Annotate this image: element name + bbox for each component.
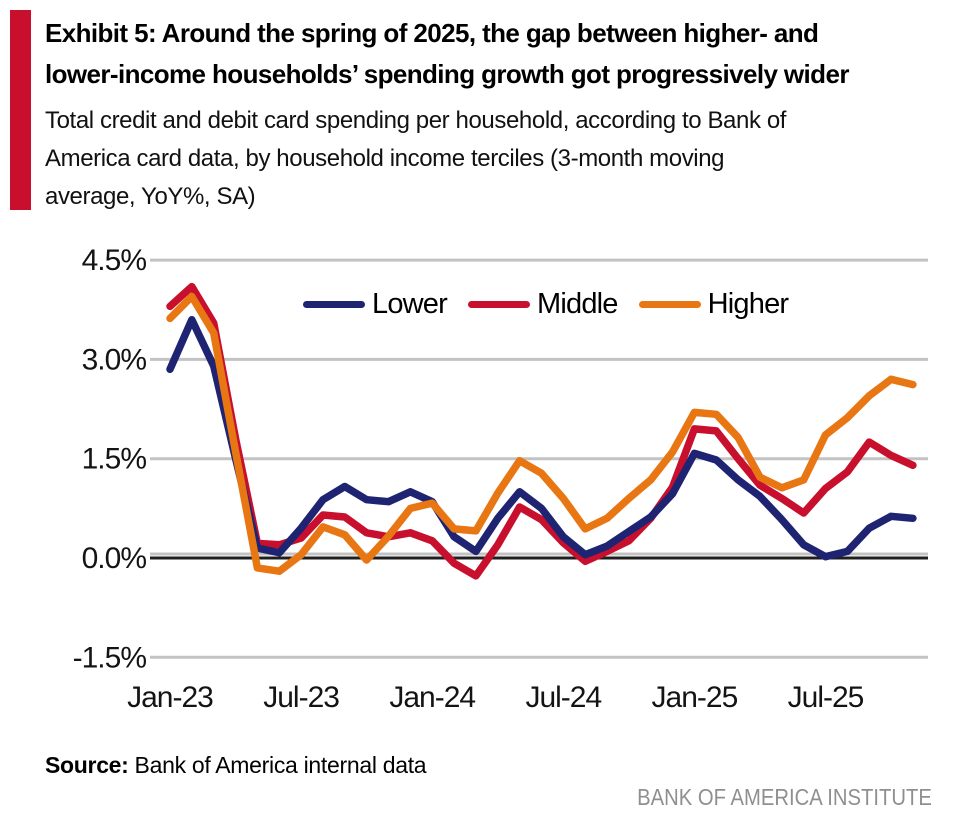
chart-header: Exhibit 5: Around the spring of 2025, th… [45, 13, 945, 216]
y-tick-label: -1.5% [73, 641, 147, 674]
chart-subtitle: Total credit and debit card spending per… [45, 102, 945, 216]
middle-line-swatch [468, 300, 530, 308]
x-tick-label: Jul-25 [788, 681, 864, 714]
y-tick-label: 3.0% [82, 343, 147, 376]
line-middle [166, 282, 917, 580]
exhibit-title-line1: Exhibit 5: Around the spring of 2025, th… [45, 18, 819, 48]
source-label: Source: [45, 752, 129, 778]
lower-line-swatch [303, 300, 365, 308]
source-text: Bank of America internal data [134, 752, 427, 778]
higher-line-swatch [638, 300, 701, 308]
legend-item-middle: Middle [468, 289, 618, 319]
chart-legend: Lower Middle Higher [303, 288, 789, 320]
legend-label-higher: Higher [707, 288, 789, 320]
y-tick-label: 1.5% [82, 443, 147, 476]
x-tick-label: Jul-23 [263, 681, 339, 714]
x-tick-label: Jan-24 [389, 681, 475, 714]
source-line: Source: Bank of America internal data [45, 752, 427, 779]
y-tick-label: 0.0% [82, 542, 147, 575]
line-lower [166, 315, 917, 561]
x-tick-label: Jan-25 [652, 681, 738, 714]
subtitle-line3: average, YoY%, SA) [45, 183, 256, 210]
line-higher [166, 292, 917, 575]
legend-label-lower: Lower [372, 288, 448, 320]
x-tick-label: Jul-24 [525, 681, 601, 714]
x-tick-label: Jan-23 [127, 681, 213, 714]
subtitle-line2: America card data, by household income t… [45, 145, 725, 172]
legend-label-middle: Middle [537, 288, 618, 320]
exhibit-title-line2: lower-income households’ spending growth… [45, 59, 849, 89]
subtitle-line1: Total credit and debit card spending per… [45, 107, 787, 134]
institute-watermark: BANK OF AMERICA INSTITUTE [637, 784, 932, 810]
accent-bar [10, 10, 31, 210]
legend-item-higher: Higher [638, 288, 789, 320]
legend-item-lower: Lower [303, 288, 448, 320]
y-tick-label: 4.5% [82, 244, 147, 277]
